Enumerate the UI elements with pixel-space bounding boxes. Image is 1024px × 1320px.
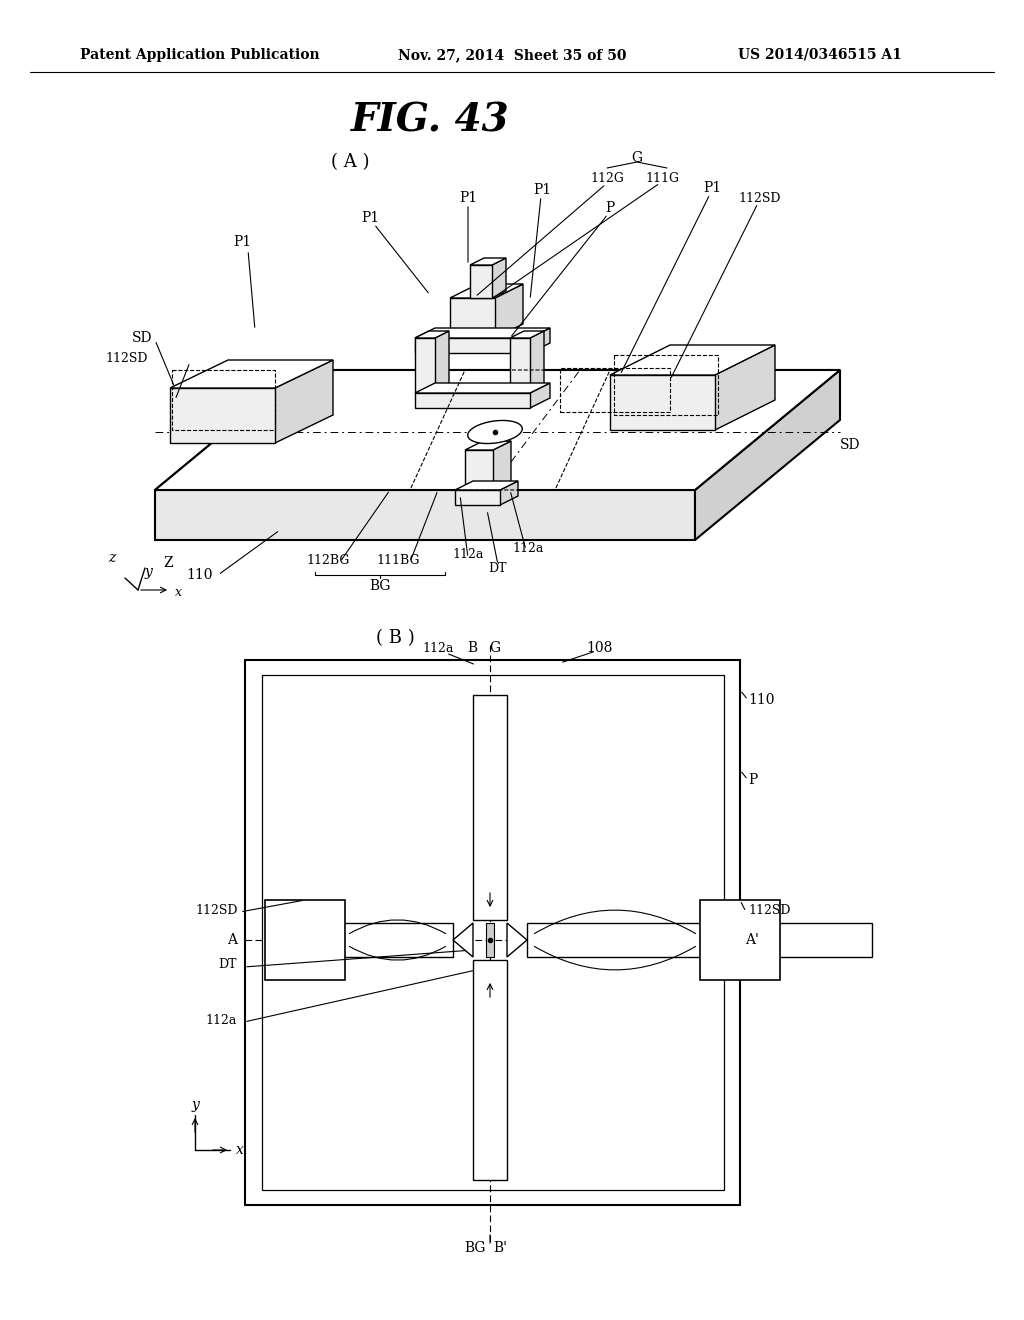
Polygon shape xyxy=(507,923,527,957)
Polygon shape xyxy=(510,338,530,393)
Text: 111BG: 111BG xyxy=(376,553,420,566)
Polygon shape xyxy=(415,331,449,338)
Text: FIG. 43: FIG. 43 xyxy=(350,102,509,139)
Polygon shape xyxy=(530,383,550,408)
Text: P1: P1 xyxy=(702,181,721,195)
Bar xyxy=(473,696,507,920)
Text: SD: SD xyxy=(131,331,152,345)
Polygon shape xyxy=(510,331,544,338)
Polygon shape xyxy=(470,257,506,265)
Bar xyxy=(340,923,453,957)
Polygon shape xyxy=(415,338,530,352)
Bar xyxy=(486,923,494,957)
Text: x: x xyxy=(174,586,181,598)
Bar xyxy=(245,660,740,1205)
Polygon shape xyxy=(455,490,500,506)
Text: 112SD: 112SD xyxy=(196,903,238,916)
Text: Nov. 27, 2014  Sheet 35 of 50: Nov. 27, 2014 Sheet 35 of 50 xyxy=(397,48,627,62)
Polygon shape xyxy=(695,370,840,540)
Text: x: x xyxy=(237,1143,244,1158)
Polygon shape xyxy=(610,375,715,430)
Bar xyxy=(700,900,780,979)
Polygon shape xyxy=(435,331,449,393)
Polygon shape xyxy=(170,388,275,444)
Text: A: A xyxy=(227,933,237,946)
Text: P: P xyxy=(605,201,614,215)
Text: US 2014/0346515 A1: US 2014/0346515 A1 xyxy=(738,48,902,62)
Ellipse shape xyxy=(468,421,522,444)
Text: SD: SD xyxy=(840,438,860,451)
Text: 112a: 112a xyxy=(512,541,544,554)
Polygon shape xyxy=(492,257,506,298)
Text: Z: Z xyxy=(163,556,173,570)
Polygon shape xyxy=(530,327,550,352)
Text: B: B xyxy=(467,642,477,655)
Polygon shape xyxy=(155,370,840,490)
Polygon shape xyxy=(610,345,775,375)
Text: B': B' xyxy=(493,1241,507,1255)
Text: 111G: 111G xyxy=(645,172,679,185)
Polygon shape xyxy=(715,345,775,430)
Text: 112a: 112a xyxy=(453,549,483,561)
Text: 112SD: 112SD xyxy=(738,191,781,205)
Text: BG: BG xyxy=(370,579,391,593)
Polygon shape xyxy=(470,265,492,298)
Polygon shape xyxy=(495,284,523,338)
Polygon shape xyxy=(465,441,511,450)
Bar xyxy=(262,675,724,1191)
Polygon shape xyxy=(415,383,550,393)
Text: 112SD: 112SD xyxy=(748,903,791,916)
Text: 112BG: 112BG xyxy=(306,553,349,566)
Polygon shape xyxy=(275,360,333,444)
Polygon shape xyxy=(493,441,511,495)
Text: ( B ): ( B ) xyxy=(376,630,415,647)
Polygon shape xyxy=(530,331,544,393)
Text: ( A ): ( A ) xyxy=(331,153,370,172)
Text: 112G: 112G xyxy=(590,172,624,185)
Polygon shape xyxy=(415,338,435,393)
Text: P: P xyxy=(748,774,758,787)
Text: y: y xyxy=(144,565,152,579)
Text: 108: 108 xyxy=(587,642,613,655)
Text: P1: P1 xyxy=(360,211,379,224)
Polygon shape xyxy=(500,480,518,506)
Text: 112a: 112a xyxy=(206,1014,237,1027)
Text: z: z xyxy=(109,550,116,565)
Polygon shape xyxy=(415,393,530,408)
Polygon shape xyxy=(453,923,473,957)
Text: G: G xyxy=(489,642,501,655)
Polygon shape xyxy=(465,450,493,495)
Bar xyxy=(473,960,507,1180)
Polygon shape xyxy=(415,327,550,338)
Text: 110: 110 xyxy=(748,693,774,708)
Text: 110: 110 xyxy=(186,568,213,582)
Text: DT: DT xyxy=(218,958,237,972)
Text: y: y xyxy=(191,1098,199,1111)
Bar xyxy=(527,923,872,957)
Text: Patent Application Publication: Patent Application Publication xyxy=(80,48,319,62)
Polygon shape xyxy=(170,360,333,388)
Text: 112SD: 112SD xyxy=(105,351,148,364)
Polygon shape xyxy=(450,298,495,338)
Polygon shape xyxy=(155,490,695,540)
Text: P1: P1 xyxy=(232,235,251,249)
Text: G: G xyxy=(632,150,643,165)
Polygon shape xyxy=(155,370,840,490)
Text: DT: DT xyxy=(488,561,507,574)
Text: 112a: 112a xyxy=(422,642,454,655)
Polygon shape xyxy=(455,480,518,490)
Text: P1: P1 xyxy=(459,191,477,205)
Text: BG: BG xyxy=(464,1241,485,1255)
Text: P1: P1 xyxy=(532,183,551,197)
Polygon shape xyxy=(450,284,523,298)
Bar xyxy=(265,900,345,979)
Text: A': A' xyxy=(745,933,759,946)
